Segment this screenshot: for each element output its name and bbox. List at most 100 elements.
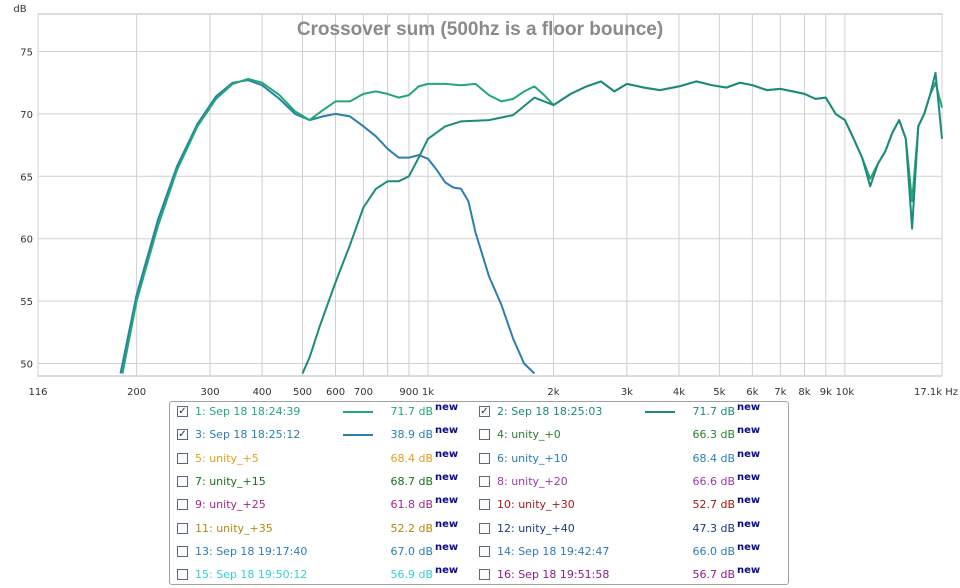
x-tick-label: 700: [354, 387, 373, 398]
legend-entry-value: 66.3 dB: [692, 428, 735, 442]
new-badge: new: [435, 402, 459, 413]
chart-title: Crossover sum (500hz is a floor bounce): [297, 19, 663, 40]
frequency-response-chart: 50 55 60 65 70 75 116 200 300 400 500 600 700 900 1k 2k…: [13, 4, 958, 398]
x-tick-label: 2k: [547, 387, 559, 398]
checkbox-unchecked[interactable]: [177, 499, 188, 511]
checkbox-unchecked[interactable]: [479, 499, 490, 511]
series-line-2: [303, 73, 943, 374]
legend-entry-label: 4: unity_+0: [497, 428, 561, 442]
y-tick-label: 70: [20, 110, 33, 121]
checkbox-unchecked[interactable]: [479, 545, 490, 557]
legend-entry-label: 3: Sep 18 18:25:12: [195, 428, 301, 442]
y-tick-label: 60: [20, 235, 33, 246]
new-badge: new: [737, 448, 761, 460]
x-tick-label: 8k: [798, 387, 810, 398]
legend-swatch: [343, 411, 373, 413]
x-tick-label: 7k: [774, 387, 786, 398]
x-tick-label: 1k: [422, 387, 434, 398]
new-badge: new: [435, 565, 459, 577]
x-tick-label: 900: [399, 387, 418, 398]
x-tick-label: 600: [326, 387, 345, 398]
legend-entry-value: 56.7 dB: [692, 568, 735, 582]
legend-entry-label: 2: Sep 18 18:25:03: [497, 405, 603, 418]
grid: [37, 14, 943, 376]
x-tick-label: 5k: [713, 387, 725, 398]
new-badge: new: [435, 471, 459, 483]
checkbox-unchecked[interactable]: [479, 569, 490, 581]
new-badge: new: [435, 495, 459, 507]
checkbox-unchecked[interactable]: [177, 569, 188, 581]
legend-entry-value: 38.9 dB: [390, 428, 433, 442]
x-tick-label: 500: [293, 387, 312, 398]
y-tick-label: 50: [20, 360, 33, 371]
x-tick-label: 3k: [621, 387, 633, 398]
series-line-3: [121, 80, 535, 373]
legend-entry-label: 10: unity_+30: [497, 498, 575, 512]
x-tick-label: 116: [28, 387, 47, 398]
x-tick-label: 6k: [746, 387, 758, 398]
legend-entry-value: 67.0 dB: [390, 544, 433, 558]
legend-panel: ✓ 1: Sep 18 18:24:39 71.7 dB new ✓ 2: Sep 18 …: [169, 401, 789, 585]
new-badge: new: [737, 495, 761, 507]
legend-entry-label: 13: Sep 18 19:17:40: [195, 544, 308, 558]
y-tick-label: 75: [20, 47, 33, 58]
y-tick-label: 55: [20, 297, 33, 308]
legend-entry-label: 7: unity_+15: [195, 474, 266, 488]
legend-entry-value: 56.9 dB: [390, 568, 433, 582]
checkbox-unchecked[interactable]: [479, 452, 490, 464]
new-badge: new: [435, 448, 459, 460]
legend-entry-value: 68.4 dB: [390, 451, 433, 465]
legend-entry-label: 16: Sep 18 19:51:58: [497, 568, 610, 582]
legend-entry-value: 52.2 dB: [390, 521, 433, 535]
plot-area: [37, 13, 943, 377]
checkbox-unchecked[interactable]: [479, 429, 490, 441]
checkbox-checked[interactable]: ✓: [177, 406, 188, 417]
x-tick-label: 10k: [836, 387, 855, 398]
series-layer: [121, 73, 943, 374]
y-axis-label: dB: [13, 4, 26, 15]
new-badge: new: [737, 425, 761, 437]
checkbox-unchecked[interactable]: [177, 522, 188, 534]
new-badge: new: [737, 402, 761, 413]
checkbox-unchecked[interactable]: [479, 522, 490, 534]
legend-entry-value: 47.3 dB: [692, 521, 735, 535]
legend-entry-value: 71.7 dB: [390, 405, 433, 418]
x-tick-label: 4k: [673, 387, 685, 398]
x-tick-label: 9k: [820, 387, 832, 398]
new-badge: new: [737, 518, 761, 530]
legend-entry-value: 52.7 dB: [692, 498, 735, 512]
legend-entry-label: 8: unity_+20: [497, 474, 568, 488]
legend-entry-value: 66.0 dB: [692, 544, 735, 558]
legend-entry-value: 71.7 dB: [692, 405, 735, 418]
legend-entry-label: 12: unity_+40: [497, 521, 575, 535]
checkbox-checked[interactable]: ✓: [479, 406, 490, 417]
legend-entry-label: 6: unity_+10: [497, 451, 568, 465]
new-badge: new: [737, 471, 761, 483]
legend-entry-label: 1: Sep 18 18:24:39: [195, 405, 301, 418]
legend-swatch: [343, 434, 373, 437]
checkbox-unchecked[interactable]: [177, 545, 188, 557]
new-badge: new: [435, 425, 459, 437]
legend-entry-label: 15: Sep 18 19:50:12: [195, 568, 308, 582]
x-tick-label: 17.1k Hz: [914, 387, 958, 398]
axes: 50 55 60 65 70 75 116 200 300 400 500 600 700 900 1k 2k…: [20, 47, 958, 398]
checkbox-checked[interactable]: ✓: [177, 429, 188, 441]
checkbox-unchecked[interactable]: [177, 452, 188, 464]
new-badge: new: [435, 518, 459, 530]
legend-entry-value: 68.4 dB: [692, 451, 735, 465]
checkbox-unchecked[interactable]: [177, 475, 188, 487]
x-tick-label: 200: [127, 387, 146, 398]
new-badge: new: [737, 541, 761, 553]
x-tick-label: 300: [200, 387, 219, 398]
new-badge: new: [737, 565, 761, 577]
x-tick-label: 400: [253, 387, 272, 398]
legend-swatch: [645, 411, 675, 413]
legend-entry-value: 68.7 dB: [390, 474, 433, 488]
legend-entry-label: 11: unity_+35: [195, 521, 273, 535]
y-tick-label: 65: [20, 172, 33, 183]
legend-entry-label: 5: unity_+5: [195, 451, 259, 465]
new-badge: new: [435, 541, 459, 553]
legend-entry-value: 66.6 dB: [692, 474, 735, 488]
legend-entry-label: 9: unity_+25: [195, 498, 266, 512]
checkbox-unchecked[interactable]: [479, 475, 490, 487]
